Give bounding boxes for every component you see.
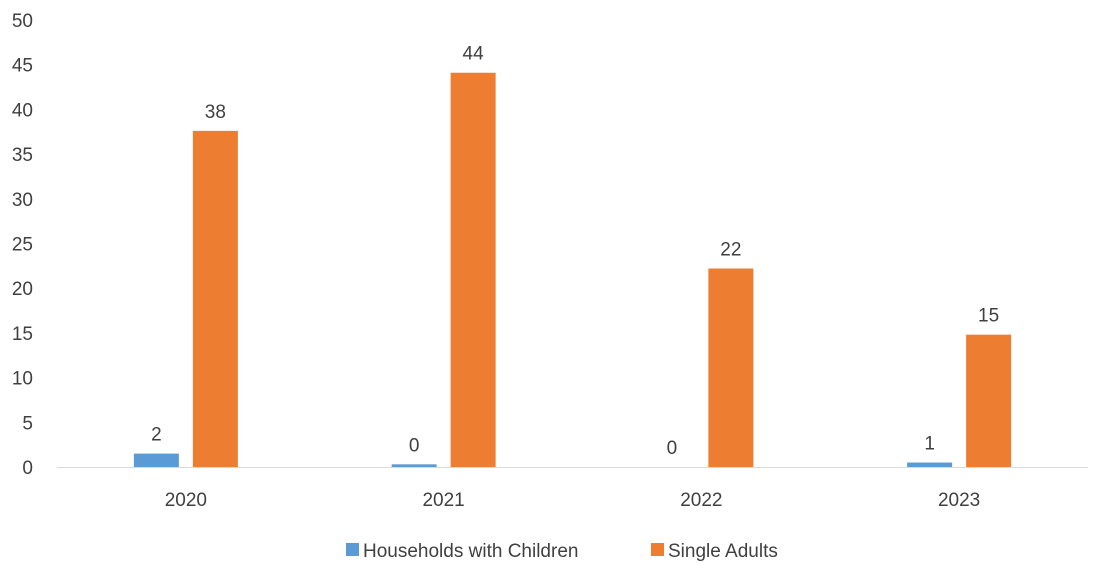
y-tick-label: 25 — [12, 235, 33, 256]
bar-single-adults-2023 — [966, 334, 1012, 467]
x-tick-label: 2022 — [680, 490, 722, 511]
y-tick-label: 45 — [12, 56, 33, 77]
x-tick-label: 2020 — [165, 490, 207, 511]
x-axis: 2020 2021 2022 2023 — [57, 467, 1088, 511]
bar-households-with-children-2020 — [133, 453, 179, 467]
y-axis: 0 5 10 15 20 25 30 35 40 45 50 — [12, 11, 33, 479]
bar-single-adults-2020 — [192, 130, 238, 467]
data-labels-group: 2 38 0 44 0 22 1 15 — [151, 44, 999, 459]
y-tick-label: 35 — [12, 145, 33, 166]
data-label: 2 — [151, 425, 162, 446]
bar-single-adults-2021 — [450, 72, 496, 467]
legend-swatch — [346, 543, 359, 556]
x-tick-label: 2023 — [938, 490, 980, 511]
legend-label: Households with Children — [363, 541, 578, 562]
data-label: 15 — [978, 306, 999, 327]
y-tick-label: 40 — [12, 100, 33, 121]
y-tick-label: 20 — [12, 279, 33, 300]
x-tick-label: 2021 — [422, 490, 464, 511]
legend: Households with Children Single Adults — [346, 541, 778, 562]
data-label: 0 — [667, 438, 678, 459]
y-tick-label: 0 — [22, 458, 33, 479]
y-tick-label: 5 — [22, 413, 33, 434]
y-tick-label: 50 — [12, 11, 33, 32]
bar-households-with-children-2023 — [907, 462, 953, 467]
y-tick-label: 30 — [12, 190, 33, 211]
data-label: 22 — [720, 240, 741, 261]
y-tick-label: 15 — [12, 324, 33, 345]
legend-label: Single Adults — [668, 541, 778, 562]
legend-swatch — [651, 543, 664, 556]
bars-group — [133, 72, 1012, 467]
bar-single-adults-2022 — [708, 268, 754, 467]
bar-households-with-children-2021 — [391, 464, 437, 467]
data-label: 44 — [463, 44, 485, 65]
data-label: 0 — [409, 435, 420, 456]
data-label: 1 — [924, 434, 935, 455]
y-tick-label: 10 — [12, 369, 33, 390]
data-label: 38 — [205, 102, 226, 123]
